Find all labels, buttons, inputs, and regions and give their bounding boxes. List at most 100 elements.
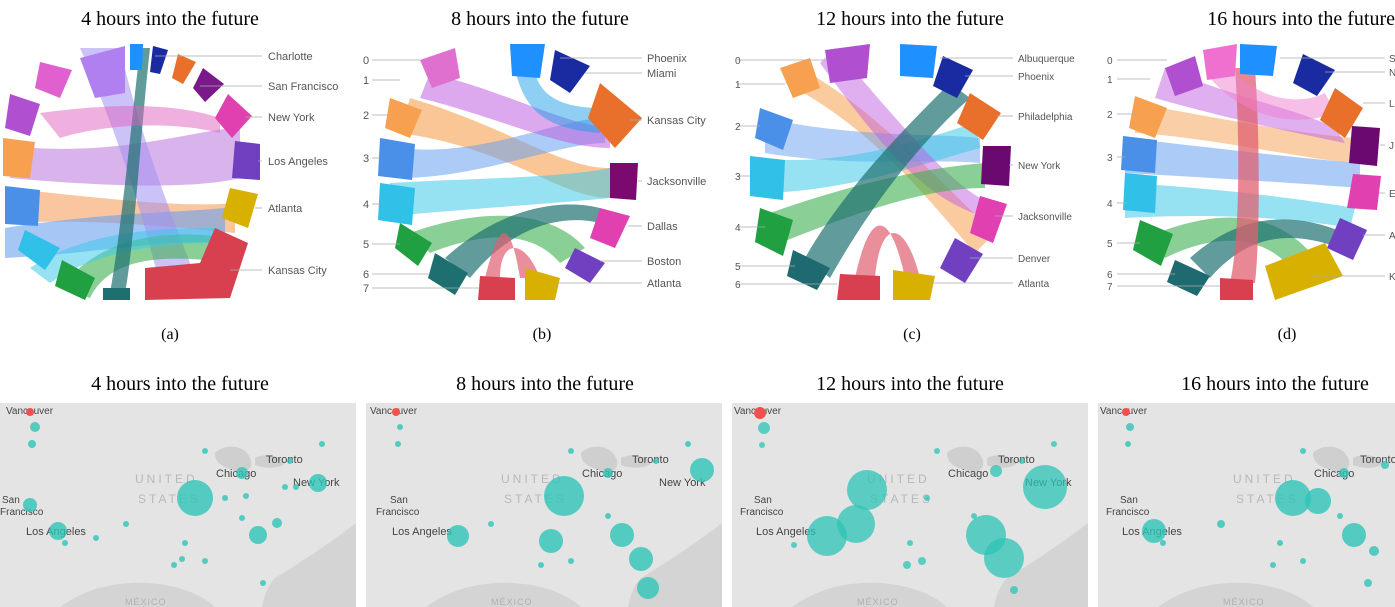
city-marker[interactable] (177, 480, 213, 516)
city-marker[interactable] (93, 535, 99, 541)
city-marker[interactable] (539, 529, 563, 553)
chord-node-index: 6 (1107, 270, 1113, 281)
city-marker[interactable] (1217, 520, 1225, 528)
city-marker[interactable] (179, 556, 185, 562)
city-marker[interactable] (309, 474, 327, 492)
city-marker[interactable] (28, 440, 36, 448)
city-marker[interactable] (1023, 465, 1067, 509)
city-marker[interactable] (758, 422, 770, 434)
city-marker[interactable] (249, 526, 267, 544)
map-panel[interactable]: UNITED STATES MÉXICO Vancouver San Franc… (0, 403, 356, 607)
city-marker[interactable] (924, 495, 930, 501)
map-panel[interactable]: UNITED STATES MÉXICO Vancouver San Franc… (366, 403, 722, 607)
city-marker[interactable] (1010, 586, 1018, 594)
city-marker[interactable] (847, 470, 887, 510)
city-marker[interactable] (236, 467, 248, 479)
city-marker[interactable] (1364, 579, 1372, 587)
map-panel[interactable]: UNITED STATES MÉXICO Vancouver San Franc… (732, 403, 1088, 607)
chord-diagram: Phoenix Miami Kansas City Jacksonville D… (363, 44, 706, 300)
city-marker[interactable] (637, 577, 659, 599)
city-marker[interactable] (685, 441, 691, 447)
city-marker[interactable] (26, 408, 34, 416)
city-marker[interactable] (1337, 513, 1343, 519)
city-marker[interactable] (30, 422, 40, 432)
city-marker[interactable] (171, 562, 177, 568)
city-marker[interactable] (1275, 480, 1311, 516)
map-panel[interactable]: UNITED STATES MÉXICO Vancouver San Franc… (1098, 403, 1395, 607)
city-marker[interactable] (293, 484, 299, 490)
city-marker[interactable] (260, 580, 266, 586)
city-marker[interactable] (272, 518, 282, 528)
city-marker[interactable] (395, 441, 401, 447)
city-marker[interactable] (1339, 468, 1349, 478)
chord-label-lines (1117, 57, 1385, 287)
city-marker[interactable] (392, 408, 400, 416)
city-marker[interactable] (1051, 441, 1057, 447)
city-marker[interactable] (1270, 562, 1276, 568)
city-marker[interactable] (222, 495, 228, 501)
city-marker[interactable] (202, 558, 208, 564)
city-marker[interactable] (653, 458, 659, 464)
city-marker[interactable] (605, 513, 611, 519)
city-marker[interactable] (1126, 423, 1134, 431)
city-marker[interactable] (1300, 558, 1306, 564)
city-marker[interactable] (1160, 540, 1166, 546)
city-marker[interactable] (447, 525, 469, 547)
chord-node-index: 7 (363, 283, 369, 295)
chord-arc (1123, 173, 1157, 213)
map-label-toronto: Toronto (1360, 454, 1395, 466)
city-marker[interactable] (610, 523, 634, 547)
city-marker[interactable] (243, 493, 249, 499)
city-marker[interactable] (754, 407, 766, 419)
city-marker[interactable] (934, 448, 940, 454)
city-marker[interactable] (629, 547, 653, 571)
map-label-francisco: Francisco (740, 507, 784, 518)
city-marker[interactable] (1122, 408, 1130, 416)
city-marker[interactable] (971, 513, 977, 519)
city-marker[interactable] (287, 458, 293, 464)
city-marker[interactable] (690, 458, 714, 482)
city-marker[interactable] (837, 505, 875, 543)
city-marker[interactable] (568, 448, 574, 454)
city-marker[interactable] (282, 484, 288, 490)
chord-node-label: Philadelphia (1018, 112, 1073, 123)
city-marker[interactable] (1142, 519, 1166, 543)
chord-node-index: 1 (363, 75, 369, 87)
city-marker[interactable] (488, 521, 494, 527)
city-marker[interactable] (990, 465, 1002, 477)
city-marker[interactable] (568, 558, 574, 564)
chord-arc (1167, 260, 1210, 296)
city-marker[interactable] (1381, 461, 1389, 469)
city-marker[interactable] (807, 516, 847, 556)
city-marker[interactable] (918, 557, 926, 565)
map-markers (1122, 408, 1389, 587)
city-marker[interactable] (123, 521, 129, 527)
city-marker[interactable] (1125, 441, 1131, 447)
city-marker[interactable] (759, 442, 765, 448)
city-marker[interactable] (1369, 546, 1379, 556)
city-marker[interactable] (49, 522, 67, 540)
city-marker[interactable] (319, 441, 325, 447)
city-marker[interactable] (397, 424, 403, 430)
city-marker[interactable] (603, 468, 613, 478)
city-marker[interactable] (544, 476, 584, 516)
city-marker[interactable] (62, 540, 68, 546)
city-marker[interactable] (1277, 540, 1283, 546)
chord-ribbon (485, 233, 540, 278)
city-marker[interactable] (1305, 488, 1331, 514)
city-marker[interactable] (791, 542, 797, 548)
city-marker[interactable] (1342, 523, 1366, 547)
city-marker[interactable] (538, 562, 544, 568)
city-marker[interactable] (182, 540, 188, 546)
map-label-united: UNITED (1233, 472, 1296, 486)
city-marker[interactable] (23, 498, 37, 512)
city-marker[interactable] (239, 515, 245, 521)
chord-panel-b: 8 hours into the future (360, 0, 725, 350)
city-marker[interactable] (1300, 448, 1306, 454)
city-marker[interactable] (1019, 458, 1025, 464)
city-marker[interactable] (202, 448, 208, 454)
map-markers (392, 408, 714, 599)
city-marker[interactable] (903, 561, 911, 569)
city-marker[interactable] (984, 538, 1024, 578)
city-marker[interactable] (907, 540, 913, 546)
